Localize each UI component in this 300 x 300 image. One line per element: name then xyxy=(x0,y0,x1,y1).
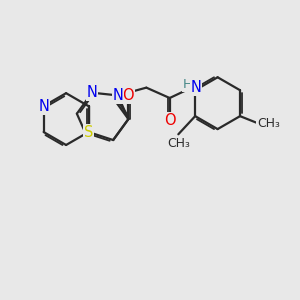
Text: O: O xyxy=(123,88,134,103)
Text: N: N xyxy=(87,85,98,100)
Text: CH₃: CH₃ xyxy=(167,136,190,150)
Text: N: N xyxy=(191,80,202,95)
Text: H: H xyxy=(182,78,192,91)
Text: CH₃: CH₃ xyxy=(257,117,280,130)
Text: S: S xyxy=(84,124,93,140)
Text: O: O xyxy=(164,112,176,128)
Text: N: N xyxy=(112,88,123,103)
Text: N: N xyxy=(38,99,49,114)
